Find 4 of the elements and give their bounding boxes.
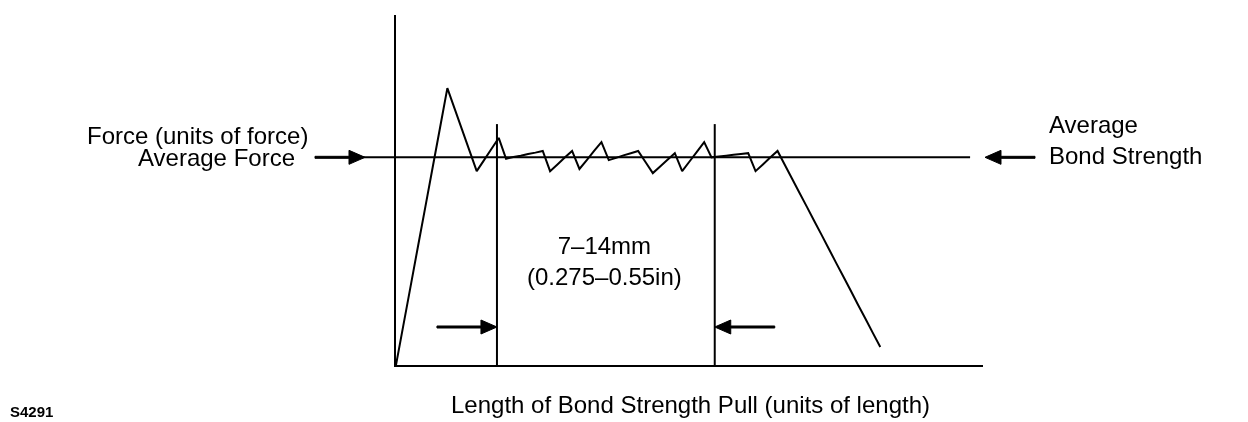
- text: Average Bond Strength: [1049, 111, 1203, 170]
- x-axis-title: Length of Bond Strength Pull (units of length): [451, 391, 930, 418]
- text: S4291: [10, 403, 54, 420]
- annotation: 7–14mm (0.275–0.55in): [527, 232, 682, 291]
